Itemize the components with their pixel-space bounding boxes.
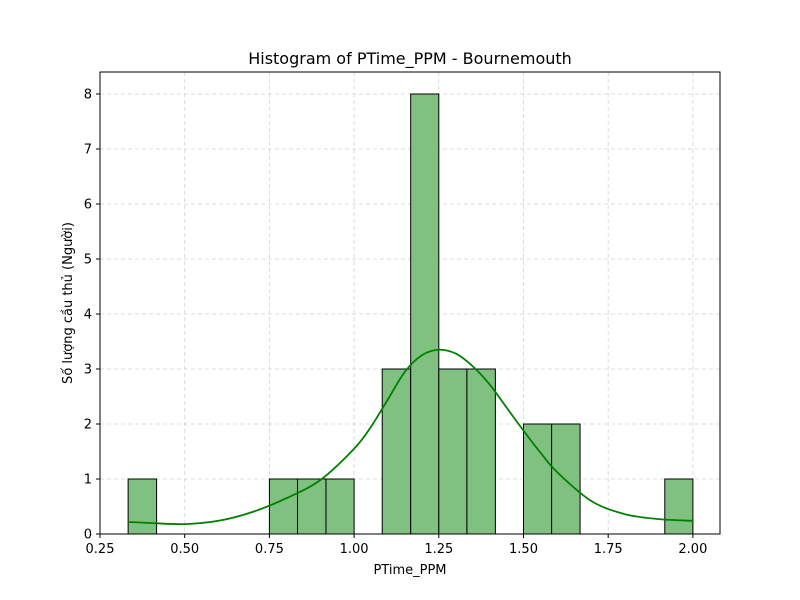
histogram-bar: [410, 93, 440, 535]
histogram-bar: [268, 478, 299, 535]
histogram-bar: [438, 368, 468, 535]
y-tick-label: 2: [84, 418, 92, 433]
y-axis-title: Số lượng cầu thủ (Người): [61, 222, 76, 384]
y-tick-label: 7: [84, 143, 92, 158]
x-tick-label: 1.00: [340, 542, 369, 557]
plot-frame: [99, 71, 721, 535]
kde-curve: [128, 348, 693, 526]
y-tick-label: 1: [84, 473, 92, 488]
x-tick-label: 1.75: [594, 542, 623, 557]
x-axis-title: PTime_PPM: [373, 563, 446, 578]
y-tick-label: 6: [84, 198, 92, 213]
histogram-bar: [127, 478, 158, 535]
y-tick-label: 5: [84, 253, 92, 268]
y-tick-label: 0: [84, 528, 92, 543]
histogram-bar: [381, 368, 412, 535]
y-tick-label: 4: [84, 308, 92, 323]
histogram-bar: [325, 478, 355, 535]
histogram-bars: [127, 93, 694, 535]
x-tick-label: 2.00: [678, 542, 707, 557]
chart-title: Histogram of PTime_PPM - Bournemouth: [248, 49, 572, 69]
x-tick-label: 0.75: [255, 542, 284, 557]
histogram-bar: [664, 478, 694, 535]
x-tick-label: 1.25: [424, 542, 453, 557]
axis-ticks: 0.25 0.50 0.75 1.00 1.25 1.50 1.75 2.00 0 1 2 3 4 5 6 7…: [84, 88, 708, 558]
kde-curve-layer: [128, 348, 693, 526]
y-tick-label: 3: [84, 363, 92, 378]
histogram-bar: [551, 423, 581, 535]
histogram-bar: [466, 368, 496, 535]
x-tick-label: 0.50: [170, 542, 199, 557]
y-tick-label: 8: [84, 88, 92, 103]
x-tick-label: 0.25: [86, 542, 115, 557]
histogram-bar: [522, 423, 553, 535]
histogram-bar: [297, 478, 327, 535]
x-tick-label: 1.50: [509, 542, 538, 557]
